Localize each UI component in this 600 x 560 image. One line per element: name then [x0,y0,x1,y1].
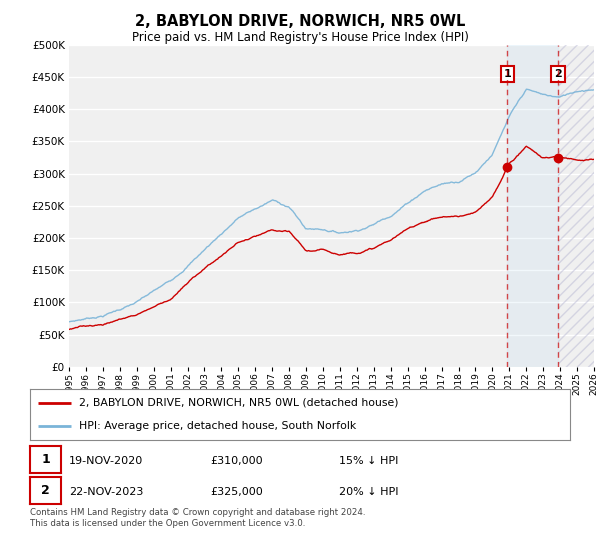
Text: Price paid vs. HM Land Registry's House Price Index (HPI): Price paid vs. HM Land Registry's House … [131,31,469,44]
Text: £325,000: £325,000 [210,487,263,497]
Text: 20% ↓ HPI: 20% ↓ HPI [339,487,398,497]
Bar [558,45,594,367]
Text: 2: 2 [41,484,50,497]
Bar [507,45,558,367]
Text: 22-NOV-2023: 22-NOV-2023 [69,487,143,497]
Text: 1: 1 [503,69,511,79]
Text: 15% ↓ HPI: 15% ↓ HPI [339,456,398,466]
Text: HPI: Average price, detached house, South Norfolk: HPI: Average price, detached house, Sout… [79,421,356,431]
Text: Contains HM Land Registry data © Crown copyright and database right 2024.
This d: Contains HM Land Registry data © Crown c… [30,508,365,528]
Text: 1: 1 [41,453,50,466]
Text: £310,000: £310,000 [210,456,263,466]
Text: 2, BABYLON DRIVE, NORWICH, NR5 0WL: 2, BABYLON DRIVE, NORWICH, NR5 0WL [135,14,465,29]
Text: 2, BABYLON DRIVE, NORWICH, NR5 0WL (detached house): 2, BABYLON DRIVE, NORWICH, NR5 0WL (deta… [79,398,398,408]
Text: 19-NOV-2020: 19-NOV-2020 [69,456,143,466]
Text: 2: 2 [554,69,562,79]
Bar [558,45,594,367]
